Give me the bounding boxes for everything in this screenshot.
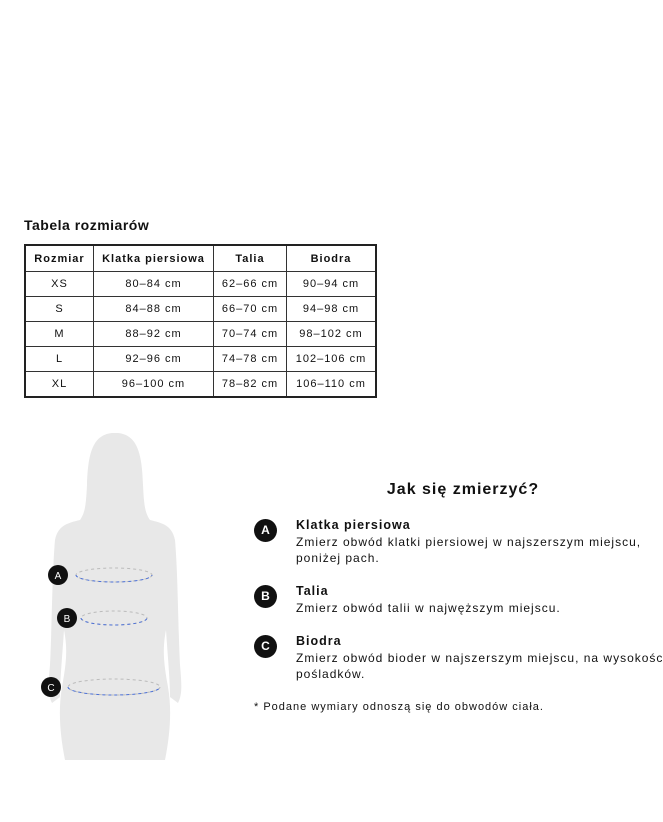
cell: 96–100 cm — [93, 371, 214, 398]
measure-line-c — [67, 678, 161, 696]
measure-line-b — [80, 610, 148, 626]
guide-item-chest: A Klatka piersiowa Zmierz obwód klatki pi… — [254, 517, 641, 567]
item-text: poniżej pach. — [296, 551, 380, 565]
svg-text:C: C — [47, 683, 54, 694]
cell: 102–106 cm — [286, 346, 377, 372]
cell: 84–88 cm — [93, 296, 214, 322]
body-silhouette: A B C — [41, 433, 182, 760]
cell: 66–70 cm — [213, 296, 287, 322]
badge-c: C — [254, 635, 277, 658]
cell: 70–74 cm — [213, 321, 287, 347]
badge-a-icon: A — [48, 565, 68, 585]
header-cell: Biodra — [286, 244, 377, 272]
guide-item-waist: B Talia Zmierz obwód talii w najwęższym m… — [254, 583, 561, 616]
cell: 62–66 cm — [213, 271, 287, 297]
item-title: Biodra — [296, 634, 342, 648]
cell: 74–78 cm — [213, 346, 287, 372]
guide-title: Jak się zmierzyć? — [386, 481, 540, 498]
cell: 78–82 cm — [213, 371, 287, 398]
table-row: XS 80–84 cm 62–66 cm 90–94 cm — [24, 271, 377, 297]
item-text: Zmierz obwód klatki piersiowej w najszer… — [296, 534, 642, 549]
badge-b: B — [254, 585, 277, 608]
cell: 106–110 cm — [286, 371, 377, 398]
header-cell: Rozmiar — [24, 244, 94, 272]
table-row: L 92–96 cm 74–78 cm 102–106 cm — [24, 346, 377, 372]
cell: L — [24, 346, 94, 372]
item-text: Zmierz obwód bioder w najszerszym miejsc… — [296, 650, 663, 665]
item-title: Klatka piersiowa — [296, 518, 411, 532]
table-row: M 88–92 cm 70–74 cm 98–102 cm — [24, 321, 377, 347]
footnote: * Podane wymiary odnoszą się do obwodów … — [254, 701, 544, 713]
cell: S — [24, 296, 94, 322]
header-cell: Talia — [213, 244, 287, 272]
item-text: Zmierz obwód talii w najwęższym miejscu. — [296, 600, 561, 615]
header-cell: Klatka piersiowa — [93, 244, 214, 272]
cell: 98–102 cm — [286, 321, 377, 347]
size-table: Rozmiar Klatka piersiowa Talia Biodra XS… — [24, 244, 377, 398]
table-row: XL 96–100 cm 78–82 cm 106–110 cm — [24, 371, 377, 398]
measure-line-a — [75, 567, 153, 583]
silhouette-shape — [48, 433, 182, 760]
cell: 80–84 cm — [93, 271, 214, 297]
cell: 90–94 cm — [286, 271, 377, 297]
cell: 88–92 cm — [93, 321, 214, 347]
cell: 94–98 cm — [286, 296, 377, 322]
cell: M — [24, 321, 94, 347]
table-row: S 84–88 cm 66–70 cm 94–98 cm — [24, 296, 377, 322]
cell: 92–96 cm — [93, 346, 214, 372]
item-title: Talia — [296, 584, 329, 598]
item-text: pośladków. — [296, 667, 366, 681]
cell: XL — [24, 371, 94, 398]
svg-text:B: B — [64, 614, 71, 625]
badge-b-icon: B — [57, 608, 77, 628]
badge-a: A — [254, 519, 277, 542]
badge-c-icon: C — [41, 677, 61, 697]
table-header-row: Rozmiar Klatka piersiowa Talia Biodra — [24, 244, 377, 272]
cell: XS — [24, 271, 94, 297]
svg-text:A: A — [55, 571, 62, 582]
size-table-title: Tabela rozmiarów — [24, 217, 150, 233]
guide-item-hips: C Biodra Zmierz obwód bioder w najszerszy… — [254, 633, 663, 683]
